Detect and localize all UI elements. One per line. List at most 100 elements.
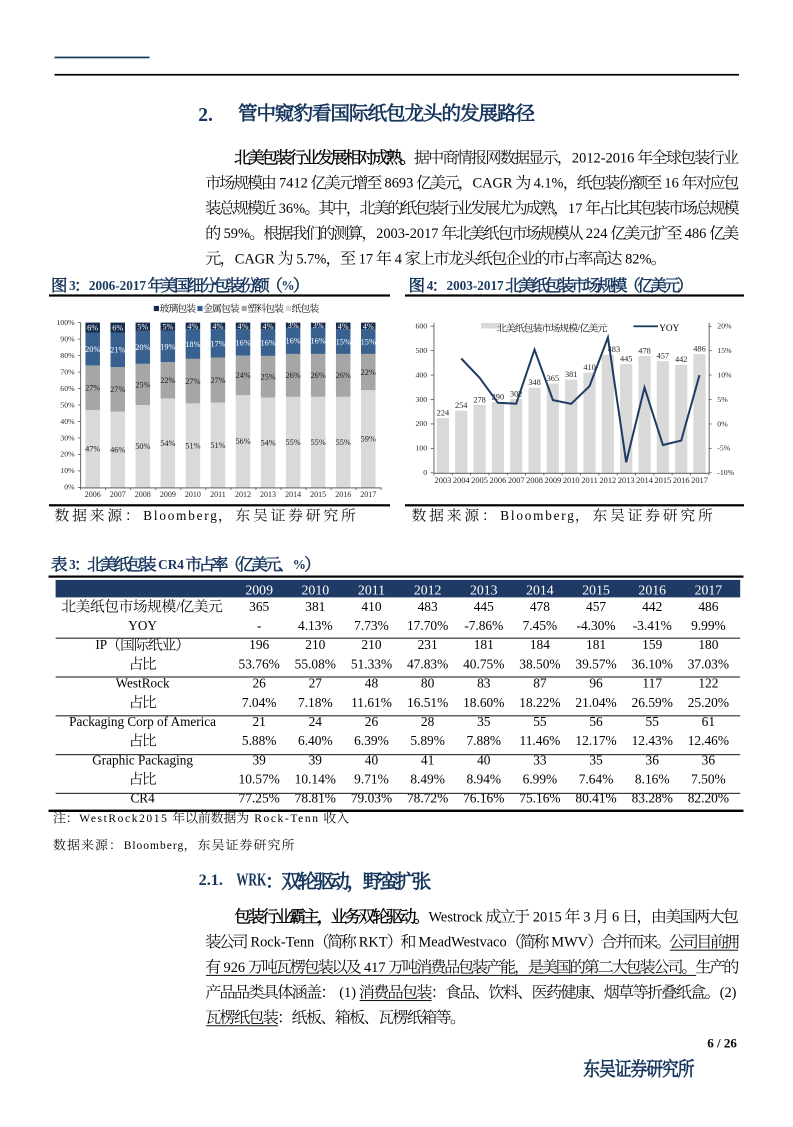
svg-text:21.04%: 21.04% (575, 695, 616, 710)
svg-text:2013: 2013 (618, 476, 635, 485)
svg-text:2004: 2004 (453, 476, 471, 485)
svg-text:100%: 100% (56, 318, 75, 327)
svg-text:10.57%: 10.57% (239, 771, 280, 786)
svg-text:184: 184 (530, 637, 550, 652)
svg-text:47%: 47% (85, 445, 100, 454)
svg-text:2012: 2012 (599, 476, 616, 485)
svg-text:18.22%: 18.22% (519, 695, 560, 710)
svg-text:60%: 60% (60, 384, 75, 393)
svg-text:83.28%: 83.28% (632, 791, 673, 806)
svg-text:478: 478 (638, 346, 650, 355)
svg-text:2017: 2017 (691, 476, 708, 485)
svg-text:90%: 90% (60, 334, 75, 343)
svg-text:4%: 4% (237, 322, 248, 331)
svg-text:16%: 16% (260, 338, 275, 347)
svg-text:IP: IP (95, 637, 107, 652)
svg-text:/: / (177, 599, 181, 614)
svg-text:181: 181 (586, 637, 606, 652)
svg-text:2.1.: 2.1. (199, 871, 223, 889)
svg-text:RKT: RKT (355, 935, 388, 951)
svg-text:2008: 2008 (135, 490, 151, 499)
svg-text:20%: 20% (717, 322, 732, 331)
svg-text:100: 100 (415, 444, 427, 453)
svg-text:486: 486 (698, 599, 718, 614)
svg-text:381: 381 (305, 599, 325, 614)
svg-text:4%: 4% (363, 322, 374, 331)
svg-text:2010: 2010 (185, 490, 201, 499)
svg-text:YOY: YOY (659, 324, 679, 334)
svg-text:79.03%: 79.03% (351, 791, 392, 806)
svg-text:39: 39 (252, 752, 266, 767)
svg-text:2.: 2. (198, 105, 213, 126)
svg-text:2003-2017: 2003-2017 (446, 278, 506, 293)
svg-text:36.10%: 36.10% (632, 656, 673, 671)
svg-text:2007: 2007 (508, 476, 525, 485)
svg-text:20%: 20% (85, 345, 100, 354)
svg-text:2016: 2016 (638, 582, 666, 597)
svg-text:24%: 24% (235, 371, 250, 380)
svg-text:37.03%: 37.03% (688, 656, 729, 671)
svg-text:2016: 2016 (673, 476, 690, 485)
svg-text:WestRock2015: WestRock2015 (79, 813, 173, 825)
svg-text:(2): (2) (720, 985, 737, 1001)
svg-text:27%: 27% (85, 384, 100, 393)
svg-text:7.88%: 7.88% (466, 733, 501, 748)
svg-text:348: 348 (528, 378, 540, 387)
svg-text:2006: 2006 (490, 476, 507, 485)
svg-text:-: - (257, 618, 261, 633)
svg-text:MWV: MWV (548, 935, 589, 951)
svg-text:486: 486 (693, 344, 705, 353)
svg-text:0%: 0% (717, 419, 728, 428)
svg-text:11.61%: 11.61% (351, 695, 392, 710)
svg-text:Bloomberg: Bloomberg (143, 508, 218, 523)
svg-text:6%: 6% (87, 323, 98, 332)
svg-text:36: 36 (702, 752, 716, 767)
svg-text:20%: 20% (135, 343, 150, 352)
svg-text:CAGR: CAGR (473, 176, 517, 192)
svg-text:27%: 27% (110, 385, 125, 394)
svg-text:6%: 6% (112, 323, 123, 332)
svg-text:17%: 17% (210, 339, 225, 348)
svg-text:56%: 56% (235, 437, 250, 446)
svg-text:5%: 5% (162, 323, 173, 332)
svg-text:442: 442 (642, 599, 662, 614)
svg-text:457: 457 (586, 599, 606, 614)
svg-text:75.16%: 75.16% (519, 791, 560, 806)
svg-text:19%: 19% (160, 342, 175, 351)
svg-text:410: 410 (583, 363, 595, 372)
svg-text:400: 400 (415, 370, 427, 379)
svg-text:2014: 2014 (636, 476, 654, 485)
svg-text:224: 224 (437, 408, 450, 417)
svg-text:8.49%: 8.49% (410, 771, 445, 786)
svg-text:Bloomberg: Bloomberg (124, 840, 185, 852)
svg-text:56: 56 (589, 714, 603, 729)
svg-text:25%: 25% (135, 380, 150, 389)
svg-text:483: 483 (608, 345, 620, 354)
svg-text:926: 926 (220, 960, 249, 976)
svg-text:35: 35 (589, 752, 603, 767)
svg-text:3: 3 (66, 557, 76, 572)
svg-text:15%: 15% (336, 337, 351, 346)
svg-text:2013: 2013 (260, 490, 276, 499)
svg-text:WRK: WRK (236, 869, 266, 889)
svg-text:Rock-Tenn: Rock-Tenn (247, 935, 314, 951)
svg-text:2017: 2017 (360, 490, 376, 499)
svg-text:-7.86%: -7.86% (464, 618, 503, 633)
svg-text:50%: 50% (135, 442, 150, 451)
svg-text:36%: 36% (275, 201, 305, 217)
svg-text:Graphic Packaging: Graphic Packaging (92, 752, 193, 767)
svg-text:18%: 18% (185, 340, 200, 349)
svg-text:4%: 4% (187, 322, 198, 331)
svg-text:2009: 2009 (245, 582, 273, 597)
svg-text:2007: 2007 (110, 490, 126, 499)
svg-text:3%: 3% (288, 321, 299, 330)
svg-text:2015: 2015 (529, 910, 565, 926)
svg-text:2014: 2014 (526, 582, 554, 597)
svg-text:122: 122 (698, 676, 718, 691)
svg-text:3: 3 (66, 278, 76, 293)
svg-text:7.18%: 7.18% (298, 695, 333, 710)
svg-text:55%: 55% (311, 438, 326, 447)
svg-text:59%: 59% (220, 226, 250, 242)
svg-text:38.50%: 38.50% (519, 656, 560, 671)
svg-text:2003-2017: 2003-2017 (376, 226, 442, 242)
